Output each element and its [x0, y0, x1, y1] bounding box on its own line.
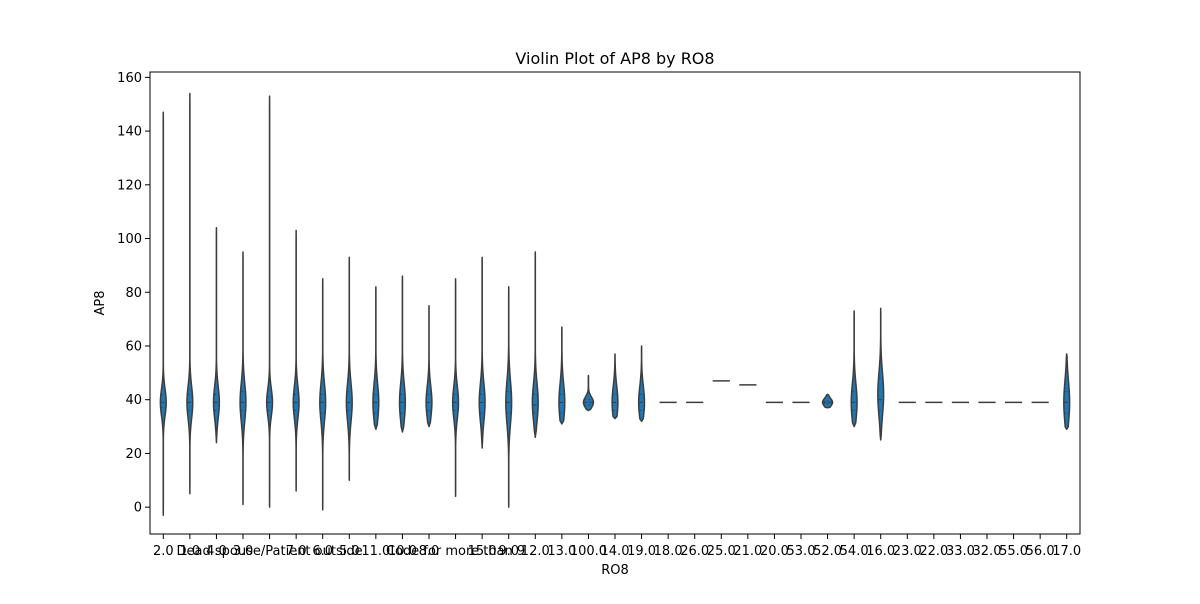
- violin-13: [505, 286, 513, 508]
- x-tick-label: 6.0: [312, 544, 333, 559]
- violin-body: [558, 326, 566, 425]
- violin-9: [398, 275, 407, 433]
- y-axis-label: AP8: [93, 290, 108, 315]
- x-tick-label: 11.0: [361, 544, 390, 559]
- x-tick-label: 53.0: [787, 544, 816, 559]
- violin-body: [478, 256, 486, 449]
- y-tick-label: 60: [125, 339, 142, 354]
- violin-body: [877, 307, 885, 441]
- violin-10: [425, 304, 433, 428]
- violin-body: [265, 95, 274, 508]
- violin-body: [582, 374, 595, 412]
- x-tick-label: 54.0: [840, 544, 869, 559]
- x-tick-label: 23.0: [893, 544, 922, 559]
- violin-body: [239, 251, 247, 506]
- x-tick-label: 52.0: [813, 544, 842, 559]
- y-tick-label: 100: [117, 232, 142, 247]
- x-tick-label: 26.0: [680, 544, 709, 559]
- violin-body: [372, 286, 380, 430]
- plot-frame: [149, 71, 1081, 535]
- violin-body: [505, 286, 513, 508]
- x-tick-label: 9.0: [498, 544, 519, 559]
- violin-3: [239, 251, 247, 506]
- violin-18: [637, 345, 646, 422]
- x-tick-label: 14.0: [601, 544, 630, 559]
- violin-16: [582, 374, 595, 412]
- violin-5: [292, 229, 300, 492]
- x-tick-label: 12.0: [521, 544, 550, 559]
- violin-1: [186, 92, 194, 495]
- violin-body: [451, 278, 460, 498]
- violin-body: [186, 92, 194, 495]
- x-tick-label: 3.0: [233, 544, 254, 559]
- x-tick-label: 18.0: [654, 544, 683, 559]
- violin-body: [398, 275, 407, 433]
- violin-11: [451, 278, 460, 498]
- x-tick-label: 19.0: [627, 544, 656, 559]
- x-tick-label: 15.0: [468, 544, 497, 559]
- chart-title: Violin Plot of AP8 by RO8: [515, 49, 714, 68]
- x-tick-label: 22.0: [919, 544, 948, 559]
- x-tick-label: 2.0: [153, 544, 174, 559]
- x-tick-label: 17.0: [1052, 544, 1081, 559]
- violin-2: [212, 227, 221, 444]
- violin-body: [292, 229, 300, 492]
- x-tick-label: 5.0: [339, 544, 360, 559]
- y-tick-label: 140: [117, 125, 142, 140]
- x-tick-label: 16.0: [866, 544, 895, 559]
- violin-26: [850, 310, 858, 428]
- violin-25: [821, 393, 834, 409]
- y-tick-label: 20: [125, 447, 142, 462]
- y-tick-label: 0: [134, 501, 142, 516]
- x-tick-label: 55.0: [999, 544, 1028, 559]
- x-tick-label: 1.0: [180, 544, 201, 559]
- violin-4: [265, 95, 274, 508]
- x-tick-label: 21.0: [733, 544, 762, 559]
- violin-body: [531, 251, 539, 439]
- x-tick-label: 10.0: [388, 544, 417, 559]
- x-tick-label: 25.0: [707, 544, 736, 559]
- x-tick-label: 13.0: [547, 544, 576, 559]
- y-tick-label: 40: [125, 393, 142, 408]
- y-tick-label: 80: [125, 286, 142, 301]
- x-tick-label: Code for more than 9: [386, 544, 525, 559]
- y-tick-label: 160: [117, 71, 142, 86]
- x-axis-label: RO8: [601, 563, 629, 578]
- violin-8: [372, 286, 380, 430]
- violin-body: [425, 304, 433, 428]
- violin-0: [159, 111, 167, 516]
- x-tick-label: 8.0: [419, 544, 440, 559]
- violin-body: [319, 278, 327, 511]
- x-tick-label: 56.0: [1026, 544, 1055, 559]
- x-tick-label: 100.0: [570, 544, 607, 559]
- violin-12: [478, 256, 486, 449]
- violin-17: [611, 353, 619, 420]
- x-tick-label: 32.0: [973, 544, 1002, 559]
- y-tick-label: 120: [117, 178, 142, 193]
- violin-body: [212, 227, 221, 444]
- violin-body: [159, 111, 167, 516]
- violin-15: [558, 326, 566, 425]
- violin-34: [1063, 353, 1071, 430]
- x-tick-label: 20.0: [760, 544, 789, 559]
- violin-27: [877, 307, 885, 441]
- x-tick-label: 33.0: [946, 544, 975, 559]
- x-tick-label: Dead spouse/Patient outside: [177, 544, 363, 559]
- violin-body: [345, 256, 353, 482]
- violin-7: [345, 256, 353, 482]
- violin-body: [1063, 353, 1071, 430]
- violin-14: [531, 251, 539, 439]
- violin-6: [319, 278, 327, 511]
- x-tick-label: 7.0: [286, 544, 307, 559]
- violin-body: [850, 310, 858, 428]
- x-tick-label: 4.0: [206, 544, 227, 559]
